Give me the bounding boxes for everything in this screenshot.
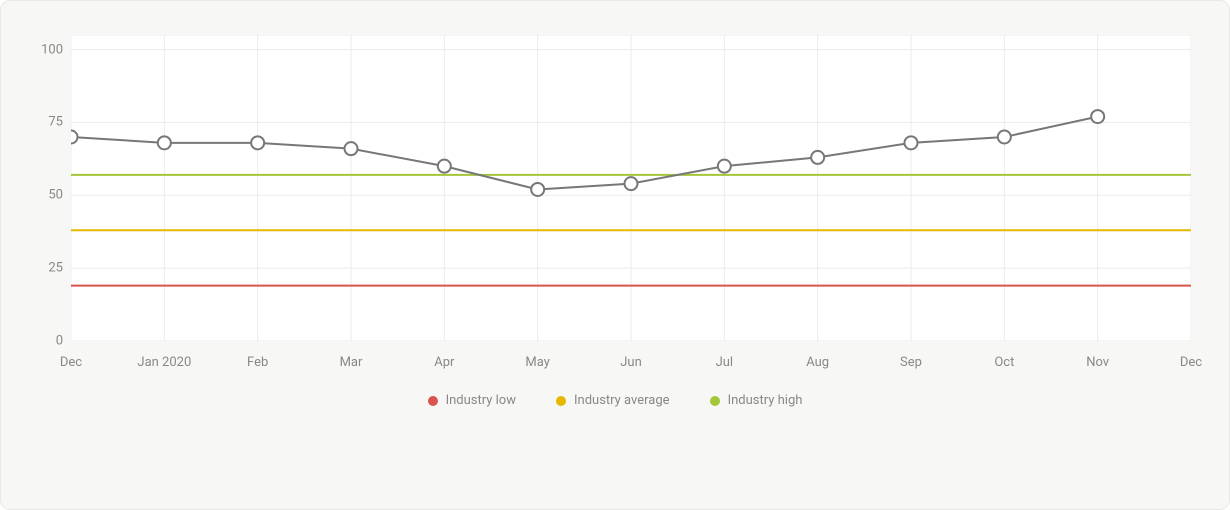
chart-svg bbox=[71, 35, 1191, 341]
legend-label: Industry average bbox=[574, 393, 670, 408]
chart-card: 0 25 50 75 100 Dec Jan 2020 Feb Mar Apr May Jun Jul A… bbox=[0, 0, 1230, 510]
legend-dot-icon bbox=[556, 396, 566, 406]
legend-item[interactable]: Industry average bbox=[556, 393, 670, 408]
x-tick-label: Nov bbox=[1086, 355, 1109, 370]
legend-label: Industry high bbox=[728, 393, 803, 408]
x-tick-label: Jan 2020 bbox=[137, 355, 191, 370]
x-tick-label: Mar bbox=[340, 355, 363, 370]
series-marker[interactable] bbox=[1091, 110, 1104, 123]
x-tick-label: Aug bbox=[806, 355, 829, 370]
series-marker[interactable] bbox=[718, 160, 731, 173]
x-tick-label: Dec bbox=[60, 355, 82, 370]
x-tick-label: Jun bbox=[620, 355, 642, 370]
x-tick-label: Oct bbox=[994, 355, 1014, 370]
series-marker[interactable] bbox=[625, 177, 638, 190]
y-tick-label: 75 bbox=[48, 115, 63, 130]
x-tick-label: Sep bbox=[900, 355, 922, 370]
series-marker[interactable] bbox=[905, 136, 918, 149]
x-tick-label: Jul bbox=[716, 355, 734, 370]
legend-dot-icon bbox=[428, 396, 438, 406]
x-tick-label: Feb bbox=[247, 355, 268, 370]
plot-area: 0255075100DecJan 2020FebMarAprMayJunJulA… bbox=[71, 35, 1191, 341]
series-marker[interactable] bbox=[71, 131, 78, 144]
legend: Industry low Industry average Industry hig… bbox=[29, 393, 1201, 408]
series-marker[interactable] bbox=[531, 183, 544, 196]
series-marker[interactable] bbox=[158, 136, 171, 149]
legend-dot-icon bbox=[710, 396, 720, 406]
series-marker[interactable] bbox=[998, 131, 1011, 144]
x-tick-label: May bbox=[525, 355, 549, 370]
y-tick-label: 100 bbox=[41, 42, 63, 57]
series-marker[interactable] bbox=[345, 142, 358, 155]
series-marker[interactable] bbox=[438, 160, 451, 173]
y-tick-label: 25 bbox=[48, 261, 63, 276]
legend-label: Industry low bbox=[446, 393, 516, 408]
series-marker[interactable] bbox=[251, 136, 264, 149]
x-tick-label: Dec bbox=[1180, 355, 1202, 370]
series-marker[interactable] bbox=[811, 151, 824, 164]
legend-item[interactable]: Industry low bbox=[428, 393, 516, 408]
y-tick-label: 50 bbox=[48, 188, 63, 203]
y-tick-label: 0 bbox=[56, 334, 63, 349]
legend-item[interactable]: Industry high bbox=[710, 393, 803, 408]
x-tick-label: Apr bbox=[434, 355, 454, 370]
